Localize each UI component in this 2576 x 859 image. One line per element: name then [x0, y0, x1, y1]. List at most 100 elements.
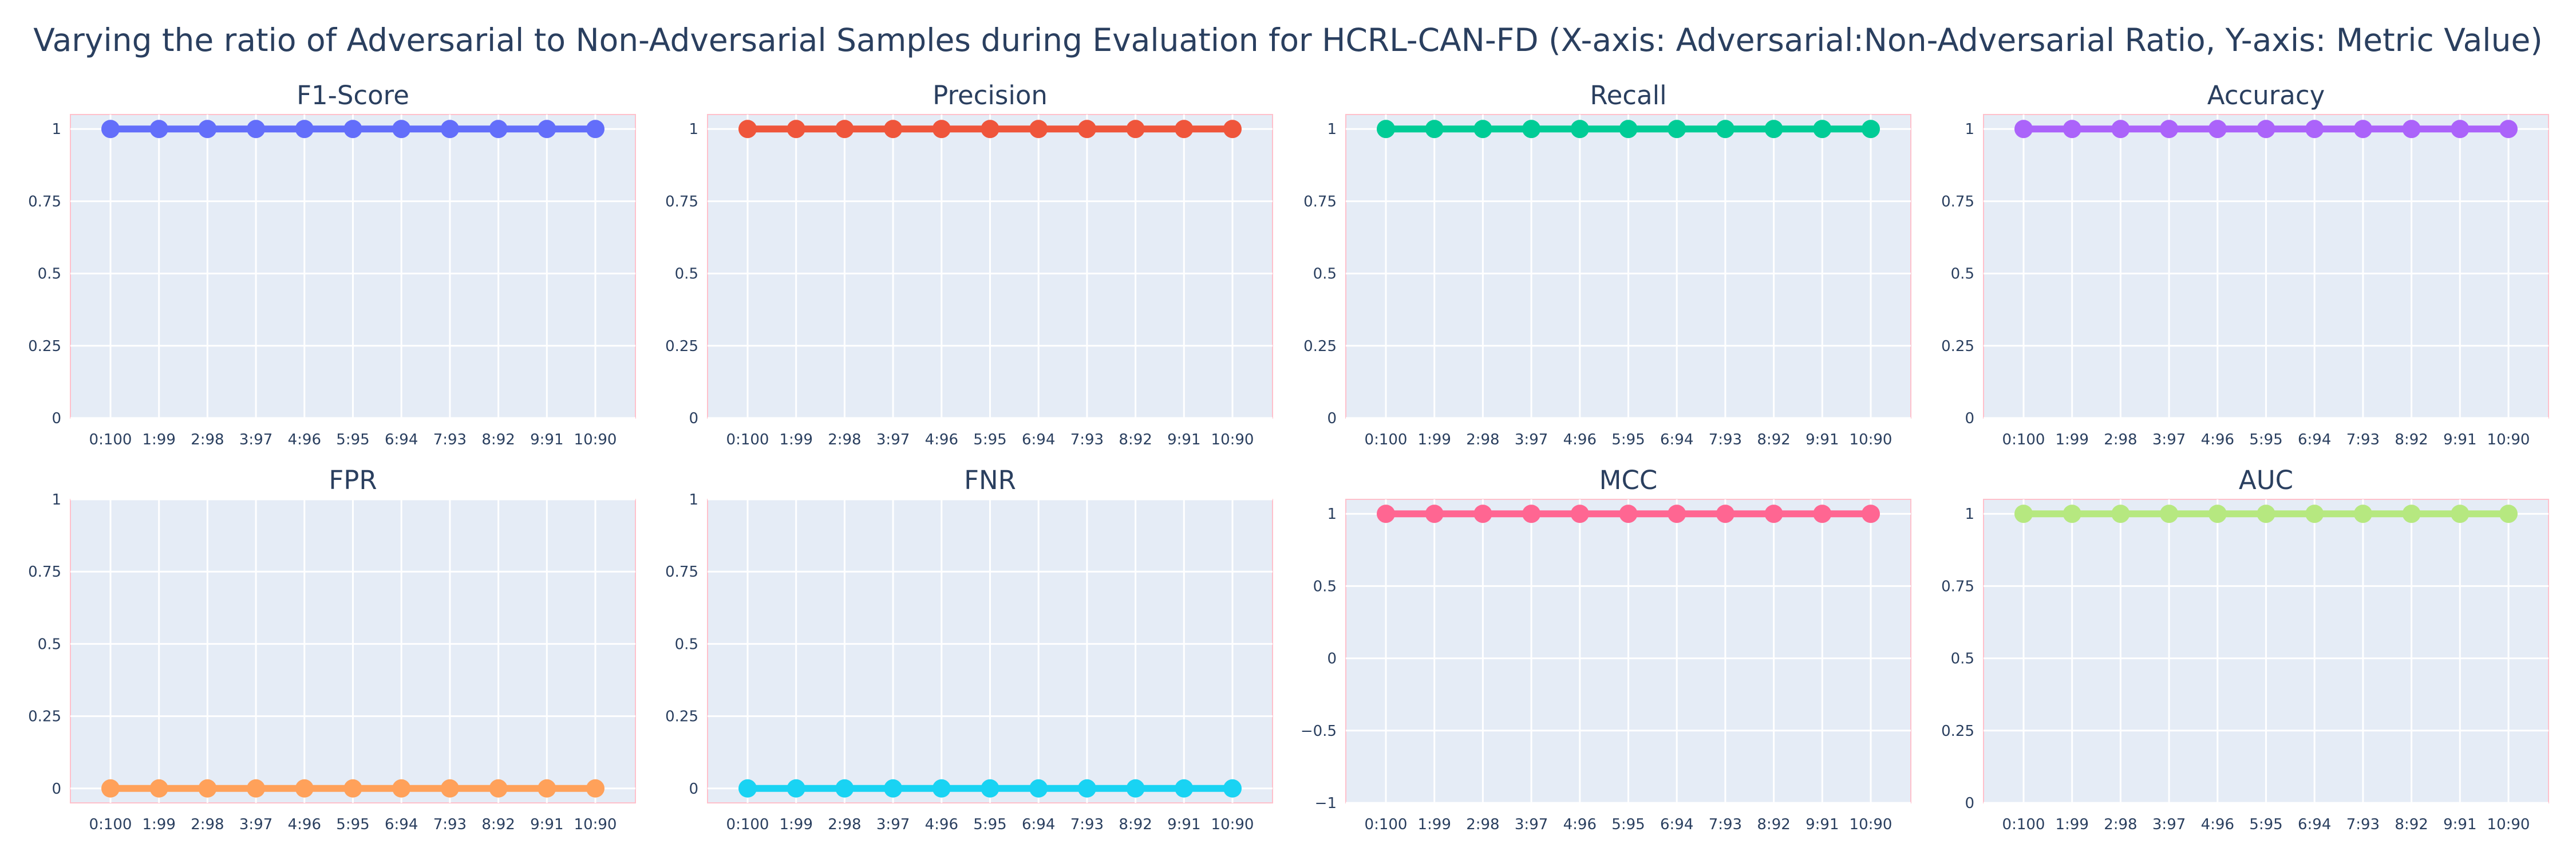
x-tick-label: 6:94 [2298, 816, 2331, 833]
x-tick-label: 4:96 [1563, 816, 1597, 833]
x-tick-label: 4:96 [2201, 816, 2234, 833]
data-point [2353, 505, 2372, 523]
x-tick-label: 0:100 [726, 816, 769, 833]
data-point [2063, 120, 2081, 139]
x-tick-label: 3:97 [1515, 431, 1548, 448]
x-tick-label: 4:96 [288, 431, 321, 448]
data-point [835, 779, 854, 798]
data-point [884, 120, 903, 139]
x-tick-label: 9:91 [1805, 816, 1839, 833]
x-tick-label: 10:90 [1850, 431, 1893, 448]
subplot-fnr: 0 0.25 0.5 0.75 1 0:100 1:99 2:98 3:97 4:96 5:95 6:… [665, 465, 1273, 833]
x-tick-label: 10:90 [1211, 816, 1254, 833]
data-point [149, 779, 168, 798]
data-point [2402, 120, 2421, 139]
x-tick-label: 4:96 [1563, 431, 1597, 448]
subplot-f1-score: 0 0.25 0.5 0.75 1 0:100 1:99 2:98 3:97 4:96 5:95 6:… [28, 80, 636, 448]
data-point [1764, 120, 1783, 139]
x-tick-label: 1:99 [2056, 816, 2089, 833]
data-point [1570, 120, 1589, 139]
y-tick-label: 0 [52, 781, 61, 798]
y-tick-label: 0.5 [38, 636, 61, 653]
x-tick-label: 5:95 [2249, 816, 2282, 833]
x-tick-label: 7:93 [2346, 431, 2380, 448]
data-point [2014, 505, 2033, 523]
data-point [1425, 505, 1444, 523]
x-tick-label: 7:93 [433, 431, 467, 448]
data-point [343, 779, 362, 798]
x-tick-label: 8:92 [1757, 816, 1790, 833]
data-point [738, 779, 757, 798]
data-point [198, 120, 217, 139]
y-tick-label: 0.5 [1313, 578, 1337, 595]
x-tick-label: 10:90 [1850, 816, 1893, 833]
x-tick-label: 9:91 [2443, 431, 2476, 448]
x-tick-label: 7:93 [1070, 816, 1104, 833]
y-tick-label: 0.25 [1941, 723, 1974, 740]
data-point [538, 779, 556, 798]
data-point [1668, 120, 1686, 139]
data-point [586, 120, 605, 139]
y-tick-label: 0.5 [1313, 266, 1337, 283]
data-point [1862, 120, 1880, 139]
y-tick-label: 0.25 [28, 338, 61, 355]
x-tick-label: 4:96 [925, 431, 958, 448]
data-point [149, 120, 168, 139]
x-tick-label: 3:97 [239, 431, 272, 448]
x-tick-label: 7:93 [1070, 431, 1104, 448]
data-point [981, 120, 999, 139]
y-tick-label: 1 [52, 491, 61, 509]
y-tick-label: 0.5 [1951, 266, 1974, 283]
x-tick-label: 6:94 [385, 816, 418, 833]
x-tick-label: 9:91 [1167, 431, 1200, 448]
data-point [1764, 505, 1783, 523]
subplot-title: Recall [1590, 80, 1666, 111]
y-tick-label: 0 [1965, 410, 1974, 427]
x-tick-label: 0:100 [89, 816, 132, 833]
x-tick-label: 6:94 [1660, 816, 1693, 833]
data-point [586, 779, 605, 798]
x-tick-label: 3:97 [876, 816, 910, 833]
y-tick-label: 0 [52, 410, 61, 427]
data-point [1077, 779, 1096, 798]
x-tick-label: 0:100 [726, 431, 769, 448]
subplot-mcc: −1 −0.5 0 0.5 1 0:100 1:99 2:98 3:97 4:96 5:95 6:94… [1301, 465, 1911, 833]
subplot-accuracy: 0 0.25 0.5 0.75 1 0:100 1:99 2:98 3:97 4:96 5:95 6:… [1941, 80, 2549, 448]
y-tick-label: 0.75 [28, 564, 61, 581]
subplot-auc: 0 0.25 0.5 0.75 1 0:100 1:99 2:98 3:97 4:96 5:95 6:… [1941, 465, 2549, 833]
data-point [1175, 779, 1194, 798]
y-tick-label: 0.25 [1941, 338, 1974, 355]
data-point [247, 779, 266, 798]
data-point [1668, 505, 1686, 523]
x-tick-label: 10:90 [574, 431, 617, 448]
x-tick-label: 2:98 [1466, 431, 1499, 448]
y-tick-label: 0.25 [665, 708, 698, 726]
data-point [981, 779, 999, 798]
x-tick-label: 6:94 [1022, 816, 1055, 833]
data-point [1619, 505, 1638, 523]
y-tick-label: 0.25 [665, 338, 698, 355]
x-tick-label: 8:92 [481, 431, 515, 448]
x-tick-label: 2:98 [2104, 431, 2137, 448]
x-tick-label: 6:94 [2298, 431, 2331, 448]
x-tick-label: 5:95 [2249, 431, 2282, 448]
data-point [787, 779, 805, 798]
x-tick-label: 9:91 [1167, 816, 1200, 833]
subplot-recall: 0 0.25 0.5 0.75 1 0:100 1:99 2:98 3:97 4:96 5:95 6:… [1303, 80, 1911, 448]
x-tick-label: 3:97 [2152, 816, 2186, 833]
data-point [2499, 505, 2518, 523]
x-tick-label: 5:95 [973, 816, 1006, 833]
data-point [2014, 120, 2033, 139]
data-point [1473, 505, 1492, 523]
y-tick-label: 0 [689, 410, 698, 427]
data-point [2160, 120, 2179, 139]
y-tick-label: 0 [1327, 651, 1337, 668]
data-point [2402, 505, 2421, 523]
data-point [1377, 505, 1395, 523]
x-tick-label: 0:100 [2002, 816, 2045, 833]
x-tick-label: 2:98 [1466, 816, 1499, 833]
data-point [2160, 505, 2179, 523]
data-point [2111, 120, 2130, 139]
x-tick-label: 3:97 [2152, 431, 2186, 448]
y-tick-label: −0.5 [1301, 723, 1337, 740]
